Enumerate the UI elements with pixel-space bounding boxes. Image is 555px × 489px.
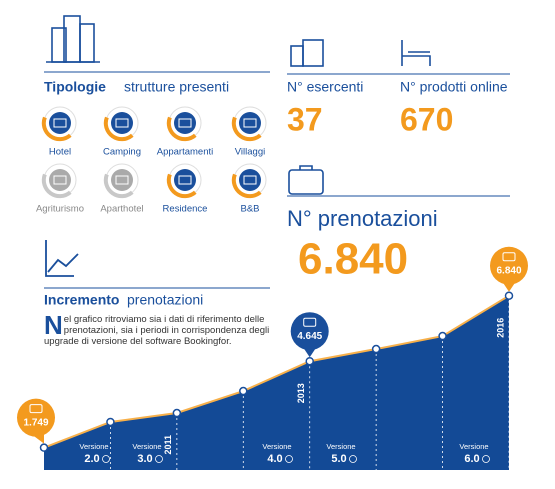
year-label: 2013 (296, 383, 306, 403)
version-icon (482, 455, 490, 463)
structure-label: Hotel (49, 147, 71, 158)
bubble (17, 398, 55, 437)
version-icon (349, 455, 357, 463)
version-label: Versione (459, 442, 488, 451)
structure-label: B&B (240, 204, 259, 215)
structure-arc (103, 173, 134, 199)
version-number: 3.0 (137, 453, 152, 465)
structure-icon (174, 112, 196, 134)
structure-arc (166, 173, 197, 199)
structure-arc (231, 173, 262, 199)
structure-label: Agriturismo (36, 204, 84, 215)
version-number: 4.0 (267, 453, 282, 465)
bubble (490, 246, 528, 285)
structure-icon (111, 169, 133, 191)
structure-icon (49, 169, 71, 191)
structure-arc (231, 116, 262, 142)
rules (44, 71, 510, 289)
structure-label: Appartamenti (157, 147, 214, 158)
icon-hotel (290, 39, 324, 67)
icon-suitcase (288, 165, 324, 195)
structure-glyph (115, 118, 129, 128)
point (239, 386, 248, 396)
bubble-icon (303, 317, 317, 327)
stat-label: N° prodotti online (400, 79, 508, 95)
structure-glyph (115, 175, 129, 185)
value-label: 1.749 (23, 417, 48, 428)
point (504, 291, 514, 300)
version-number: 5.0 (331, 453, 346, 465)
stat-label: N° esercenti (287, 79, 363, 95)
growth-title: prenotazioni (127, 292, 203, 308)
version-label: Versione (326, 442, 355, 451)
growth-text: Nel grafico ritroviamo sia i dati di rif… (44, 310, 270, 347)
structure-glyph (178, 118, 192, 128)
version-number: 6.0 (464, 453, 479, 465)
structure-glyph (53, 118, 67, 128)
structure-icon (49, 112, 71, 134)
year-label: 2011 (163, 435, 173, 455)
stat-value: 37 (287, 101, 323, 137)
point (106, 417, 115, 427)
structure-arc (166, 116, 197, 142)
structure-label: Residence (163, 204, 208, 215)
structure-arc (41, 116, 72, 142)
value-label: 4.645 (297, 331, 322, 342)
version-icon (285, 455, 293, 463)
line (43, 294, 510, 449)
point (172, 408, 182, 418)
point (305, 356, 314, 366)
point (39, 443, 49, 452)
structure-glyph (178, 175, 192, 185)
structure-icon (174, 169, 196, 191)
icon-chart (45, 240, 79, 277)
bubble-icon (502, 252, 516, 262)
structure-glyph (243, 175, 257, 185)
bubble-icon (29, 404, 43, 414)
structure-arc (41, 173, 72, 199)
version-label: Versione (262, 442, 291, 451)
structure-label: Aparthotel (100, 204, 143, 215)
version-icon (102, 455, 110, 463)
bubble (290, 312, 329, 351)
stat-value: 670 (400, 101, 453, 137)
icon-bed (401, 40, 431, 66)
value-label: 6.840 (496, 265, 521, 276)
stat-value: 6.840 (298, 235, 408, 284)
growth-title-bold: Incremento (44, 292, 119, 308)
icon-buildings (46, 15, 100, 63)
structure-arc (103, 116, 134, 142)
version-label: Versione (79, 442, 108, 451)
stat-label: N° prenotazioni (287, 206, 438, 231)
version-icon (155, 455, 163, 463)
point (438, 331, 447, 341)
area (44, 295, 509, 470)
structure-label: Villaggi (235, 147, 265, 158)
structures-title: strutture presenti (124, 79, 229, 95)
version-label: Versione (132, 442, 161, 451)
structure-icon (111, 112, 133, 134)
structure-icon (239, 112, 261, 134)
structure-glyph (243, 118, 257, 128)
structure-glyph (53, 175, 67, 185)
version-number: 2.0 (84, 453, 99, 465)
structure-icon (239, 169, 261, 191)
year-label: 2016 (495, 318, 505, 338)
structure-label: Camping (103, 147, 141, 158)
point (371, 344, 381, 354)
structures-title-bold: Tipologie (44, 79, 106, 95)
